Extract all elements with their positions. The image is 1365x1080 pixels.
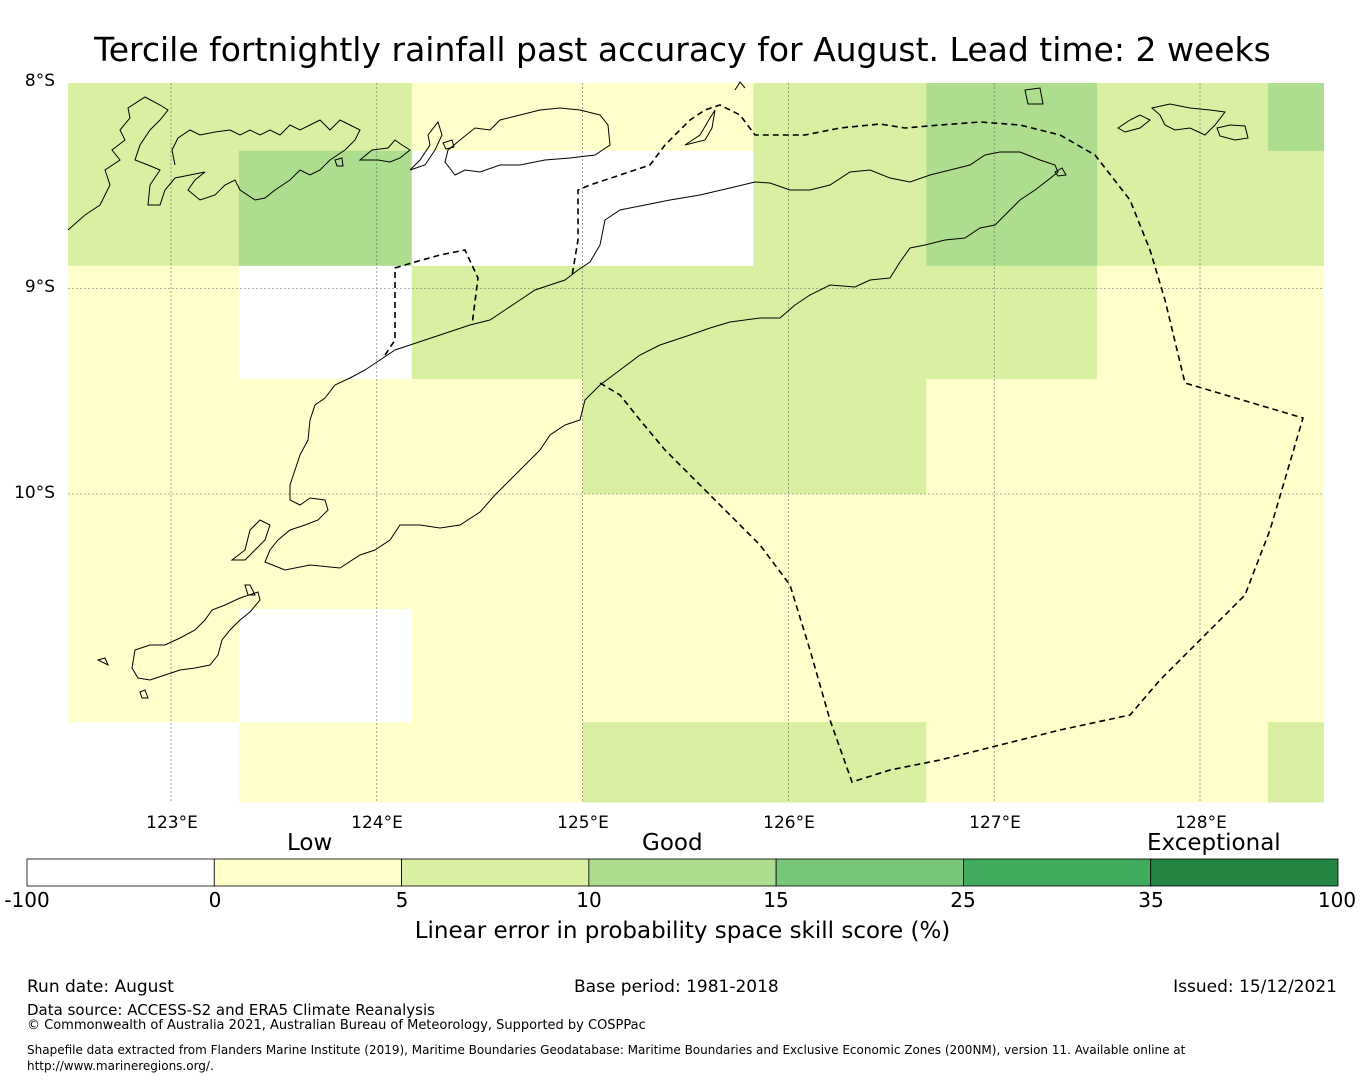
lat-label-10s: 10°S [14, 483, 55, 503]
grid-cell [1097, 265, 1269, 380]
shapefile-credit: Shapefile data extracted from Flanders M… [27, 1042, 1227, 1074]
graticule [68, 83, 1324, 802]
maritime-boundaries [384, 104, 1304, 783]
grid-cell [68, 83, 240, 152]
grid-cell [68, 150, 240, 267]
colorbar-tick: 25 [950, 888, 976, 912]
grid-cell [411, 722, 584, 803]
grid-cell [68, 378, 240, 495]
shapefile-credit-line1: Shapefile data extracted from Flanders M… [27, 1043, 1186, 1057]
grid-cell [238, 378, 413, 495]
grid-cell [238, 265, 413, 380]
colorbar-title: Linear error in probability space skill … [414, 918, 951, 944]
shapefile-credit-url[interactable]: http://www.marineregions.org/. [27, 1059, 214, 1073]
grid-cell [68, 494, 240, 610]
grid-cell [238, 609, 413, 723]
lat-label-8s: 8°S [24, 71, 55, 91]
grid-cell [238, 83, 413, 152]
data-source: Data source: ACCESS-S2 and ERA5 Climate … [27, 1001, 435, 1019]
grid-cell [1097, 494, 1269, 610]
base-period: Base period: 1981-2018 [574, 977, 779, 997]
grid-cell [411, 150, 584, 267]
map-title: Tercile fortnightly rainfall past accura… [94, 30, 1271, 69]
lon-label-126e: 126°E [763, 813, 815, 833]
grid-cell [68, 722, 240, 803]
grid-cell [753, 494, 927, 610]
run-date: Run date: August [27, 977, 174, 997]
grid-cell [926, 722, 1098, 803]
grid-cell [582, 83, 754, 152]
grid-cell [68, 609, 240, 723]
grid-cell [753, 150, 927, 267]
grid-cell [1097, 378, 1269, 495]
grid-cell [1097, 150, 1269, 267]
grid-cell [1267, 150, 1324, 267]
colorbar-tick: 5 [395, 888, 409, 912]
grid-cell [238, 722, 413, 803]
grid-cell [582, 494, 754, 610]
grid-cell [1097, 722, 1269, 803]
grid-cell [68, 265, 240, 380]
grid-cell [1097, 609, 1269, 723]
coastline [67, 81, 1249, 699]
issued-date: Issued: 15/12/2021 [1173, 977, 1337, 997]
grid-cell [411, 494, 584, 610]
colorbar-category-exceptional: Exceptional [1147, 830, 1281, 856]
grid-cell [238, 150, 413, 267]
grid-cell [582, 150, 754, 267]
skill-grid [68, 83, 1324, 803]
grid-cell [926, 609, 1098, 723]
grid-cell [753, 378, 927, 495]
grid-cell [1267, 722, 1324, 803]
lat-label-9s: 9°S [24, 277, 55, 297]
copyright: © Commonwealth of Australia 2021, Austra… [27, 1018, 646, 1033]
grid-cell [411, 378, 584, 495]
lon-label-128e: 128°E [1175, 813, 1227, 833]
colorbar-tick: 100 [1317, 888, 1357, 912]
colorbar-tick: -100 [4, 888, 50, 912]
grid-cell [238, 494, 413, 610]
grid-cell [411, 265, 584, 380]
grid-cell [1267, 609, 1324, 723]
grid-cell [753, 609, 927, 723]
colorbar-category-good: Good [642, 830, 703, 856]
grid-cell [1097, 83, 1269, 152]
lon-label-127e: 127°E [969, 813, 1021, 833]
grid-cell [1267, 265, 1324, 380]
grid-cell [753, 83, 927, 152]
grid-cell [926, 378, 1098, 495]
colorbar-tick: 15 [763, 888, 789, 912]
grid-cell [411, 609, 584, 723]
grid-cell [582, 609, 754, 723]
grid-cell [753, 722, 927, 803]
grid-cell [1267, 378, 1324, 495]
grid-cell [1267, 83, 1324, 152]
grid-cell [411, 83, 584, 152]
colorbar-category-low: Low [287, 830, 333, 856]
grid-cell [582, 265, 754, 380]
grid-cell [926, 494, 1098, 610]
colorbar-tick: 35 [1138, 888, 1164, 912]
lon-label-123e: 123°E [146, 813, 198, 833]
lon-label-124e: 124°E [351, 813, 403, 833]
lon-label-125e: 125°E [557, 813, 609, 833]
colorbar-tick: 10 [576, 888, 602, 912]
grid-cell [1267, 494, 1324, 610]
grid-cell [582, 378, 754, 495]
grid-cell [753, 265, 927, 380]
colorbar-tick: 0 [208, 888, 222, 912]
grid-cell [582, 722, 754, 803]
grid-cell [926, 265, 1098, 380]
